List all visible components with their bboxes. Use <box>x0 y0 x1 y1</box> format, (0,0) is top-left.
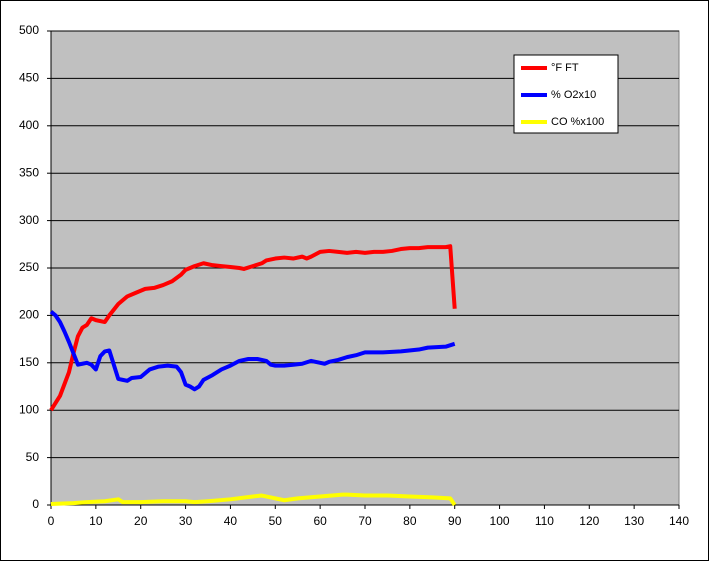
y-tick-label: 500 <box>19 23 39 37</box>
legend: °F FT % O2x10 CO %x100 <box>513 54 619 134</box>
legend-label: °F FT <box>551 62 579 74</box>
x-tick-label: 50 <box>269 514 283 528</box>
x-tick-label: 130 <box>624 514 644 528</box>
y-tick-label: 200 <box>19 308 39 322</box>
x-tick-label: 0 <box>48 514 55 528</box>
y-tick-label: 450 <box>19 71 39 85</box>
y-tick-label: 250 <box>19 260 39 274</box>
x-tick-label: 40 <box>224 514 238 528</box>
x-tick-label: 90 <box>448 514 462 528</box>
x-tick-label: 140 <box>669 514 689 528</box>
y-tick-label: 50 <box>26 450 40 464</box>
x-tick-label: 60 <box>313 514 327 528</box>
grid: 0 50 100 150 200 250 300 350 400 450 500 0 10 20 30 40 5… <box>19 23 689 528</box>
x-tick-label: 30 <box>179 514 193 528</box>
x-tick-label: 100 <box>490 514 510 528</box>
y-tick-label: 0 <box>32 497 39 511</box>
series-line <box>49 244 457 412</box>
x-tick-label: 120 <box>579 514 599 528</box>
x-tick-label: 80 <box>403 514 417 528</box>
series-line <box>50 492 457 507</box>
x-tick-label: 10 <box>89 514 103 528</box>
y-tick-label: 150 <box>19 355 39 369</box>
y-tick-label: 100 <box>19 402 39 416</box>
legend-label: CO %x100 <box>551 116 604 128</box>
x-tick-label: 20 <box>134 514 148 528</box>
lines <box>49 244 457 507</box>
x-tick-label: 70 <box>358 514 372 528</box>
y-tick-label: 350 <box>19 165 39 179</box>
legend-label: % O2x10 <box>551 89 596 101</box>
series-line <box>49 310 456 392</box>
y-tick-label: 400 <box>19 118 39 132</box>
y-tick-label: 300 <box>19 213 39 227</box>
x-tick-label: 110 <box>535 514 554 528</box>
